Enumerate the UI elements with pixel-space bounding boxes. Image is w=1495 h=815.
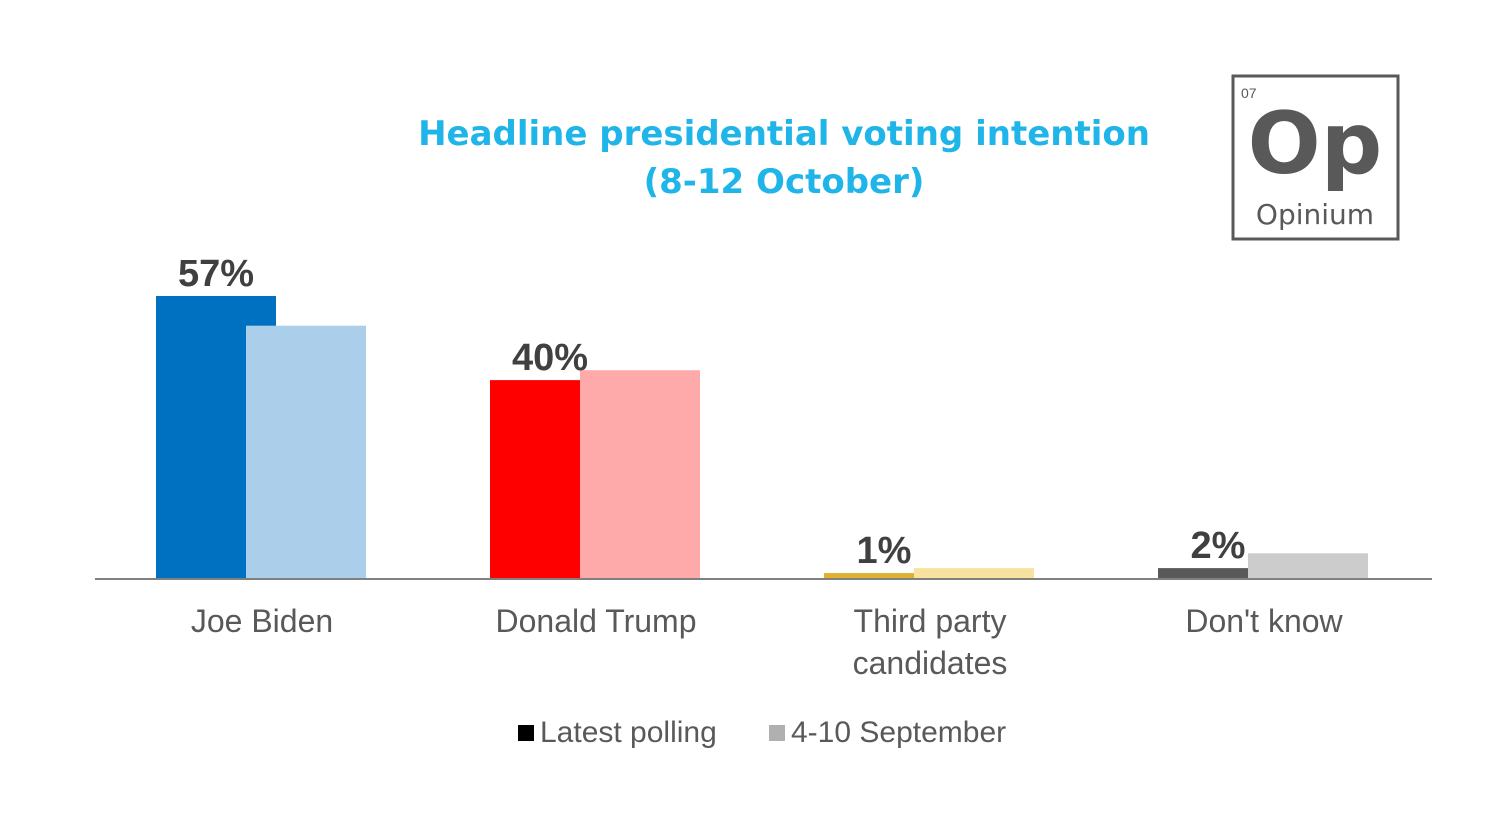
legend: Latest polling 4-10 September (518, 716, 1006, 749)
chart-title-group: Headline presidential voting intention (… (418, 114, 1150, 202)
bar-donald-trump-4-10-september (580, 370, 700, 578)
legend-swatch-latest-polling (518, 725, 534, 741)
category-label-third-party-candidates-line-2: candidates (853, 645, 1008, 681)
bar-joe-biden-4-10-september (246, 325, 366, 578)
category-label-third-party-candidates-line-1: Third party (854, 603, 1007, 639)
category-label-don-t-know: Don't know (1185, 603, 1343, 639)
bar-third-party-candidates-latest-polling (824, 573, 944, 578)
opinium-logo: 07 Op Opinium (1231, 74, 1400, 241)
logo-symbol: Op (1248, 94, 1383, 194)
data-labels-layer: 57% 40% 1% 2% (178, 253, 1245, 572)
logo-name: Opinium (1256, 198, 1374, 231)
bar-don-t-know-latest-polling (1158, 568, 1278, 578)
bar-third-party-candidates-4-10-september (914, 568, 1034, 578)
category-label-donald-trump: Donald Trump (496, 603, 697, 639)
legend-swatch-4-10-september (769, 725, 785, 741)
category-label-joe-biden: Joe Biden (191, 603, 333, 639)
chart-subtitle: (8-12 October) (644, 162, 925, 202)
data-label-donald-trump: 40% (512, 337, 588, 379)
data-label-don-t-know: 2% (1191, 525, 1246, 567)
chart-title: Headline presidential voting intention (418, 114, 1150, 154)
logo-number: 07 (1241, 85, 1257, 101)
data-label-third-party-candidates: 1% (857, 530, 912, 572)
bar-don-t-know-4-10-september (1248, 553, 1368, 578)
data-label-joe-biden: 57% (178, 253, 254, 295)
legend-label-4-10-september: 4-10 September (791, 716, 1006, 749)
logo-frame (1231, 74, 1400, 241)
category-labels-layer: Joe Biden Donald Trump Third party candidat… (191, 603, 1344, 681)
legend-label-latest-polling: Latest polling (540, 716, 717, 749)
bars-layer (156, 296, 1368, 578)
